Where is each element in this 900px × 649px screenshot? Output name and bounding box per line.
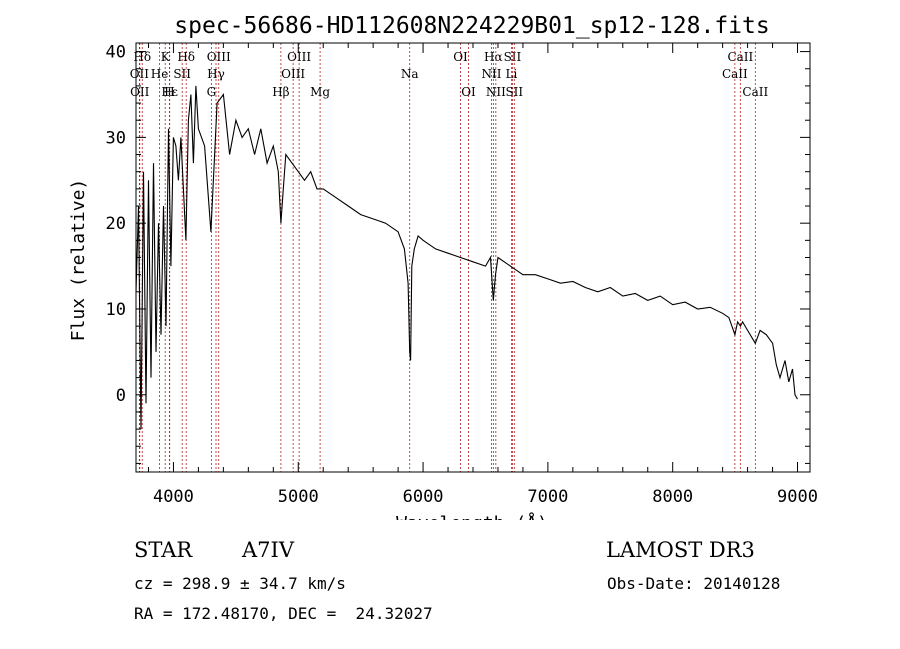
marker-label-22: Li [506, 67, 518, 81]
x-axis-label: Wavelength (Å) [396, 512, 548, 520]
marker-label-4: He [151, 67, 169, 81]
x-tick-label-6000: 6000 [403, 487, 444, 507]
marker-label-13: OIII [281, 67, 305, 81]
spectral-class: A7IV [242, 538, 294, 562]
marker-label-18: OI [461, 85, 476, 99]
plot-frame [135, 42, 811, 473]
coordinates: RA = 172.48170, DEC = 24.32027 [134, 604, 433, 623]
x-tick-label-9000: 9000 [777, 487, 818, 507]
marker-label-25: CaII [727, 50, 753, 64]
y-tick-label-20: 20 [106, 214, 126, 234]
y-tick-label-40: 40 [106, 43, 126, 63]
marker-label-20: SII [504, 50, 522, 64]
y-tick-label-10: 10 [106, 300, 126, 320]
marker-label-23: NII [486, 85, 506, 99]
y-tick-label-30: 30 [106, 128, 126, 148]
spectrum-chart: spec-56686-HD112608N224229B01_sp12-128.f… [68, 13, 818, 520]
marker-label-15: Mg [310, 85, 330, 99]
marker-label-19: Hα [484, 50, 503, 64]
marker-label-17: OI [453, 50, 468, 64]
axis-ticks: 4000 5000 6000 7000 8000 9000 0 10 20 30 40 [106, 43, 818, 507]
marker-label-1: K [161, 50, 171, 64]
marker-label-8: H [164, 85, 174, 99]
y-tick-label-0: 0 [116, 386, 126, 406]
marker-label-11: G [207, 85, 217, 99]
marker-label-2: Hδ [177, 50, 195, 64]
redshift-velocity: cz = 298.9 ± 34.7 km/s [134, 574, 346, 593]
observation-date: Obs-Date: 20140128 [607, 574, 781, 593]
marker-label-27: CaII [742, 85, 768, 99]
marker-label-12: OIII [287, 50, 311, 64]
marker-label-21: NII [481, 67, 501, 81]
object-type: STAR [134, 538, 193, 562]
marker-label-16: Na [401, 67, 419, 81]
marker-label-26: CaII [722, 67, 748, 81]
y-axis-label: Flux (relative) [68, 179, 89, 342]
survey-name: LAMOST DR3 [606, 538, 755, 562]
marker-label-9: OIII [207, 50, 231, 64]
marker-label-0: Hδ [133, 50, 151, 64]
marker-label-3: OII [130, 67, 150, 81]
x-tick-label-4000: 4000 [153, 487, 194, 507]
chart-title: spec-56686-HD112608N224229B01_sp12-128.f… [174, 13, 769, 39]
spectrum-line [135, 85, 798, 430]
x-tick-label-7000: 7000 [527, 487, 568, 507]
marker-label-6: OII [130, 85, 150, 99]
marker-label-24: SII [505, 85, 523, 99]
marker-label-10: Hγ [207, 67, 225, 81]
marker-label-5: SII [173, 67, 191, 81]
marker-label-14: Hβ [272, 85, 289, 99]
x-tick-label-8000: 8000 [652, 487, 693, 507]
x-tick-label-5000: 5000 [278, 487, 319, 507]
